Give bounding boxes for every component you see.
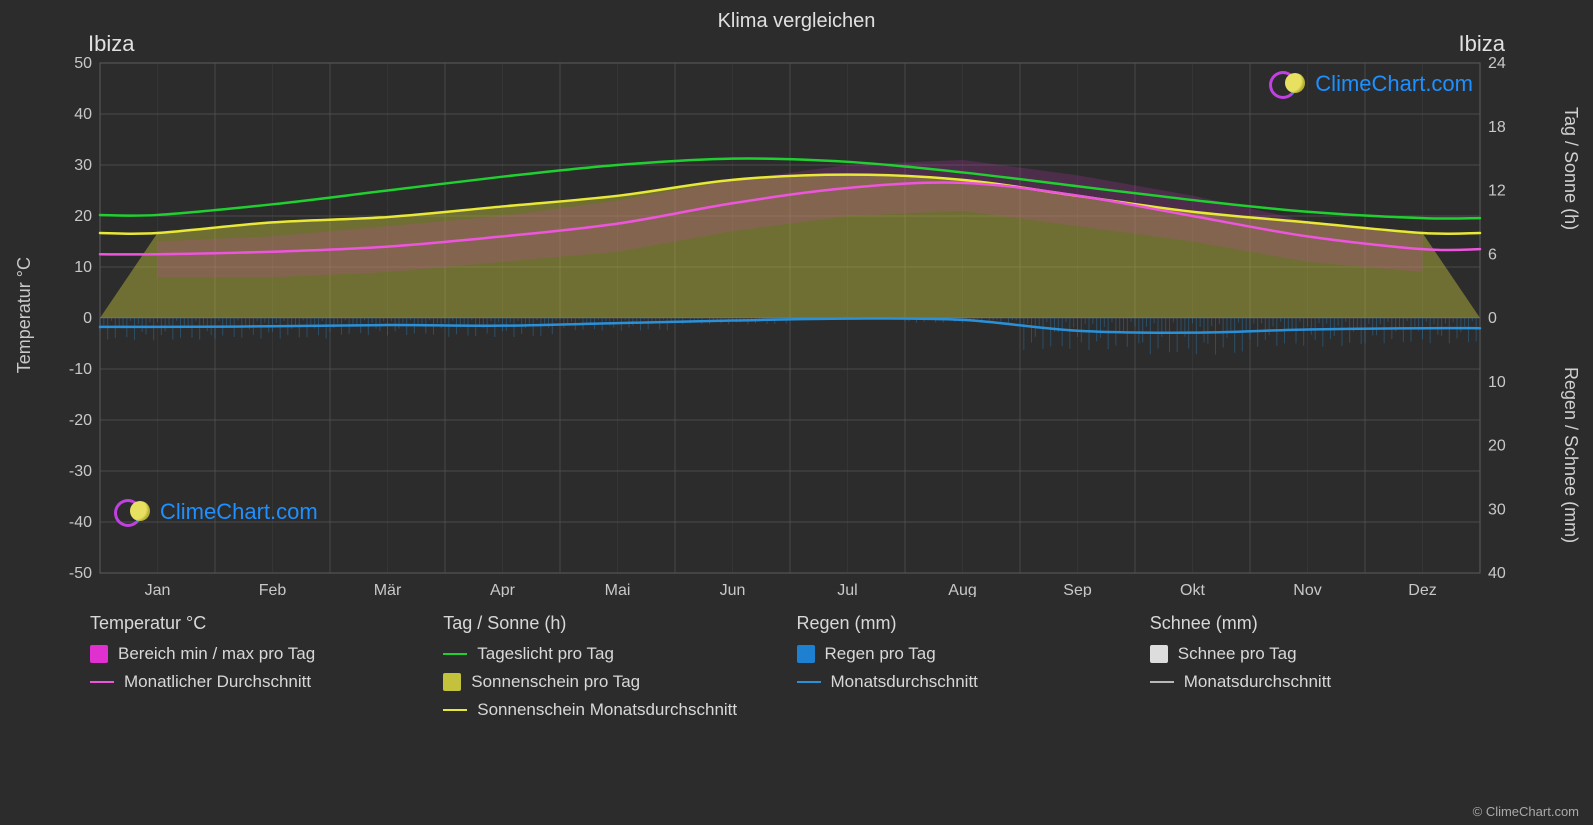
climate-chart-svg: -50 -40 -30 -20 -10 0 10 20 30 40 50 0 6 12 18 24 10 20 30…	[60, 37, 1533, 597]
svg-text:Sep: Sep	[1063, 582, 1092, 597]
location-label-right: Ibiza	[1459, 31, 1505, 57]
legend-group: Tag / Sonne (h) Tageslicht pro Tag Sonnens…	[443, 613, 796, 728]
svg-text:50: 50	[74, 55, 92, 72]
legend-item-label: Sonnenschein Monatsdurchschnitt	[477, 700, 737, 720]
svg-text:40: 40	[1488, 565, 1506, 582]
legend-group-title: Schnee (mm)	[1150, 613, 1503, 634]
svg-text:Jun: Jun	[720, 582, 746, 597]
legend-swatch-line	[443, 709, 467, 711]
legend-swatch-box	[797, 645, 815, 663]
legend-swatch-line	[797, 681, 821, 683]
legend-swatch-box	[1150, 645, 1168, 663]
svg-text:Okt: Okt	[1180, 582, 1205, 597]
legend-item-label: Monatsdurchschnitt	[1184, 672, 1331, 692]
legend-item: Sonnenschein pro Tag	[443, 672, 796, 692]
legend-group: Schnee (mm) Schnee pro Tag Monatsdurchschn…	[1150, 613, 1503, 728]
legend-group: Regen (mm) Regen pro Tag Monatsdurchschnit…	[797, 613, 1150, 728]
legend-item-label: Tageslicht pro Tag	[477, 644, 614, 664]
legend-item: Regen pro Tag	[797, 644, 1150, 664]
legend-item-label: Regen pro Tag	[825, 644, 936, 664]
svg-text:-50: -50	[69, 565, 92, 582]
svg-text:Aug: Aug	[948, 582, 976, 597]
svg-text:30: 30	[1488, 501, 1506, 518]
legend-item-label: Monatlicher Durchschnitt	[124, 672, 311, 692]
legend-item: Monatsdurchschnitt	[797, 672, 1150, 692]
legend-item: Monatsdurchschnitt	[1150, 672, 1503, 692]
legend-group-title: Regen (mm)	[797, 613, 1150, 634]
svg-text:18: 18	[1488, 119, 1506, 136]
legend-item: Schnee pro Tag	[1150, 644, 1503, 664]
legend-swatch-box	[443, 673, 461, 691]
legend-item-label: Sonnenschein pro Tag	[471, 672, 640, 692]
svg-text:10: 10	[1488, 374, 1506, 391]
legend-item: Monatlicher Durchschnitt	[90, 672, 443, 692]
svg-text:Apr: Apr	[490, 582, 516, 597]
copyright-text: © ClimeChart.com	[1473, 804, 1579, 819]
svg-text:Feb: Feb	[259, 582, 287, 597]
legend-swatch-line	[1150, 681, 1174, 683]
svg-text:Mai: Mai	[605, 582, 631, 597]
legend-group: Temperatur °C Bereich min / max pro Tag Mo…	[90, 613, 443, 728]
legend-group-title: Tag / Sonne (h)	[443, 613, 796, 634]
y-axis-left-label: Temperatur °C	[14, 257, 35, 373]
svg-text:24: 24	[1488, 55, 1506, 72]
legend-swatch-line	[443, 653, 467, 655]
svg-text:Nov: Nov	[1293, 582, 1321, 597]
legend-item-label: Monatsdurchschnitt	[831, 672, 978, 692]
chart-area: Ibiza Ibiza Temperatur °C Tag / Sonne (h…	[60, 37, 1533, 597]
svg-text:10: 10	[74, 259, 92, 276]
location-label-left: Ibiza	[88, 31, 134, 57]
svg-text:-10: -10	[69, 361, 92, 378]
svg-text:-40: -40	[69, 514, 92, 531]
legend-item-label: Schnee pro Tag	[1178, 644, 1297, 664]
svg-text:Mär: Mär	[374, 582, 402, 597]
chart-title: Klima vergleichen	[0, 0, 1593, 33]
svg-text:30: 30	[74, 157, 92, 174]
svg-text:0: 0	[83, 310, 92, 327]
svg-text:Dez: Dez	[1408, 582, 1436, 597]
y-axis-right-bottom-label: Regen / Schnee (mm)	[1560, 367, 1581, 543]
svg-text:20: 20	[1488, 438, 1506, 455]
svg-text:Jul: Jul	[837, 582, 857, 597]
legend-swatch-line	[90, 681, 114, 683]
svg-text:0: 0	[1488, 310, 1497, 327]
svg-text:12: 12	[1488, 183, 1506, 200]
svg-text:Jan: Jan	[145, 582, 171, 597]
svg-text:-20: -20	[69, 412, 92, 429]
legend-group-title: Temperatur °C	[90, 613, 443, 634]
legend: Temperatur °C Bereich min / max pro Tag Mo…	[90, 613, 1503, 728]
legend-swatch-box	[90, 645, 108, 663]
legend-item: Tageslicht pro Tag	[443, 644, 796, 664]
svg-text:6: 6	[1488, 246, 1497, 263]
svg-text:40: 40	[74, 106, 92, 123]
legend-item-label: Bereich min / max pro Tag	[118, 644, 315, 664]
legend-item: Bereich min / max pro Tag	[90, 644, 443, 664]
legend-item: Sonnenschein Monatsdurchschnitt	[443, 700, 796, 720]
svg-text:20: 20	[74, 208, 92, 225]
svg-text:-30: -30	[69, 463, 92, 480]
y-axis-right-top-label: Tag / Sonne (h)	[1560, 107, 1581, 230]
